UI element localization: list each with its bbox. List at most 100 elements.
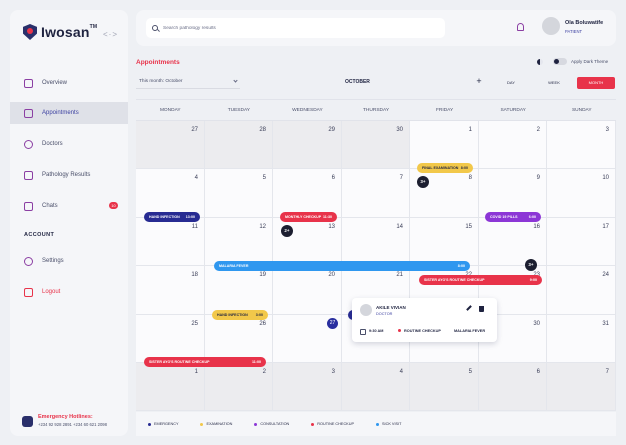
weekday-label: SATURDAY — [500, 108, 526, 113]
legend-emergency: EMERGENCY — [148, 422, 178, 426]
search-bar[interactable] — [146, 18, 445, 38]
calendar-day-cell[interactable]: 4 — [342, 363, 410, 411]
doctor-name: AKILE VIVIAN — [376, 305, 406, 310]
legend-routine-checkup: ROUTINE CHECKUP — [311, 422, 354, 426]
calendar-day-cell[interactable]: 6 — [479, 363, 547, 411]
more-events-badge[interactable]: 3+ — [417, 176, 429, 188]
search-input[interactable] — [163, 25, 433, 31]
calendar-day-cell[interactable]: 5 — [205, 169, 273, 218]
calendar-day-cell[interactable]: 17 — [547, 218, 616, 266]
calendar-day-cell[interactable]: 6 — [273, 169, 342, 218]
calendar-day-cell[interactable]: 30 — [342, 121, 410, 169]
add-appointment-button[interactable]: + — [476, 76, 482, 86]
day-number: 30 — [533, 321, 540, 327]
sidebar-item-label: Settings — [42, 258, 64, 264]
event-monthly-checkup[interactable]: MONTHLY CHECKUP 11:30 — [280, 212, 337, 222]
trash-icon[interactable] — [479, 306, 484, 312]
calendar-day-cell[interactable]: 25 — [136, 315, 205, 363]
day-number: 1 — [468, 127, 472, 133]
day-number: 6 — [331, 175, 335, 181]
event-time: 8:00 — [460, 166, 468, 170]
calendar-day-cell[interactable]: 27 — [273, 315, 342, 363]
sidebar-item-settings[interactable]: Settings — [10, 250, 128, 272]
user-role: PATIENT — [565, 29, 583, 34]
sidebar-item-appointments[interactable]: Appointments — [10, 102, 128, 124]
calendar-day-cell[interactable]: 7 — [342, 169, 410, 218]
type-dot-icon — [398, 329, 401, 332]
legend-label: EMERGENCY — [154, 422, 179, 426]
calendar-day-cell[interactable]: 29 — [273, 121, 342, 169]
event-routine-checkup[interactable]: SISTER AYO'S ROUTINE CHECKUP 9:00 — [419, 275, 542, 285]
event-malaria-fever[interactable]: MALARIA FEVER 8:00 — [214, 261, 470, 271]
sidebar-item-chats[interactable]: Chats 10 — [10, 195, 128, 217]
view-month-button[interactable]: MONTH — [577, 77, 615, 89]
calendar-day-cell[interactable]: 2 — [479, 121, 547, 169]
calendar-day-cell[interactable]: 28 — [205, 121, 273, 169]
calendar-day-cell[interactable]: 5 — [410, 363, 479, 411]
legend-sick-visit: SICK VISIT — [376, 422, 401, 426]
calendar-day-cell[interactable]: 9 — [479, 169, 547, 218]
calendar-day-cell[interactable]: 12 — [205, 218, 273, 266]
calendar-day-cell[interactable]: 18 — [136, 266, 205, 315]
day-number: 7 — [399, 175, 403, 181]
calendar-day-cell[interactable]: 14 — [342, 218, 410, 266]
avatar[interactable] — [542, 17, 560, 35]
sidebar-item-logout[interactable]: Logout — [10, 281, 128, 303]
calendar-day-cell[interactable]: 10 — [547, 169, 616, 218]
event-covid-pills[interactable]: COVID 19 PILLS 6:00 — [485, 212, 541, 222]
event-time: 13:00 — [185, 215, 195, 219]
event-hand-infection[interactable]: HAND INFECTION 3:00 — [212, 310, 268, 320]
calendar-day-cell[interactable]: 7 — [547, 363, 616, 411]
calendar-day-cell[interactable]: 20 — [273, 266, 342, 315]
more-events-badge[interactable]: 3+ — [525, 259, 537, 271]
calendar-day-cell[interactable]: 26 — [205, 315, 273, 363]
legend-dot-icon — [148, 422, 151, 426]
calendar-day-cell[interactable]: 11 — [136, 218, 205, 266]
day-number: 6 — [536, 369, 540, 375]
more-events-badge[interactable]: 2+ — [281, 225, 293, 237]
calendar-day-cell[interactable]: 2 — [205, 363, 273, 411]
top-header: Ola Boluwatife PATIENT — [136, 10, 616, 46]
weekday-label: WEDNESDAY — [292, 108, 323, 113]
phone-icon — [22, 416, 33, 427]
calendar-day-cell[interactable]: 31 — [547, 315, 616, 363]
legend-consultation: CONSULTATION — [254, 422, 289, 426]
event-legend: EMERGENCY EXAMINATION CONSULTATION ROUTI… — [136, 412, 616, 436]
dark-theme-toggle[interactable] — [553, 58, 567, 65]
collapse-sidebar-icon[interactable]: <·> — [102, 30, 118, 39]
event-time: 11:30 — [323, 215, 332, 219]
day-number: 13 — [328, 224, 335, 230]
bell-icon[interactable] — [517, 23, 524, 31]
dark-theme-label: Apply Dark Theme — [571, 59, 609, 64]
day-number: 8 — [468, 175, 472, 181]
calendar-day-cell[interactable]: 1 — [136, 363, 205, 411]
calendar-day-cell[interactable]: 3 — [273, 363, 342, 411]
sidebar-item-pathology[interactable]: Pathology Results — [10, 164, 128, 186]
calendar-day-cell[interactable]: 4 — [136, 169, 205, 218]
search-icon — [152, 25, 158, 31]
view-week-button[interactable]: WEEK — [548, 80, 560, 85]
calendar-day-cell[interactable]: 16 — [479, 218, 547, 266]
calendar-day-cell[interactable]: 24 — [547, 266, 616, 315]
event-routine-checkup[interactable]: SISTER AYO'S ROUTINE CHECKUP 11:00 — [144, 357, 266, 367]
month-select[interactable]: This month: October — [136, 77, 240, 89]
chevron-down-icon — [233, 78, 238, 83]
view-day-button[interactable]: DAY — [507, 80, 515, 85]
calendar-day-cell[interactable]: 15 — [410, 218, 479, 266]
calendar-day-cell[interactable]: 3 — [547, 121, 616, 169]
legend-dot-icon — [311, 422, 315, 426]
day-number: 26 — [259, 321, 266, 327]
calendar-day-cell[interactable]: 1 — [410, 121, 479, 169]
weekday-label: TUESDAY — [227, 108, 251, 113]
document-icon — [24, 170, 33, 180]
legend-dot-icon — [254, 422, 258, 426]
event-final-examination[interactable]: FINAL EXAMINATION 8:00 — [417, 163, 473, 173]
calendar-day-cell[interactable]: 19 — [205, 266, 273, 315]
sidebar-item-overview[interactable]: Overview — [10, 72, 128, 94]
edit-icon[interactable] — [466, 305, 472, 311]
logo[interactable]: IwosanTM — [23, 24, 97, 40]
calendar-day-cell[interactable]: 27 — [136, 121, 205, 169]
event-hand-infection[interactable]: HAND INFECTION 13:00 — [144, 212, 200, 222]
sidebar-item-doctors[interactable]: Doctors — [10, 133, 128, 155]
sidebar-item-label: Logout — [42, 289, 61, 295]
